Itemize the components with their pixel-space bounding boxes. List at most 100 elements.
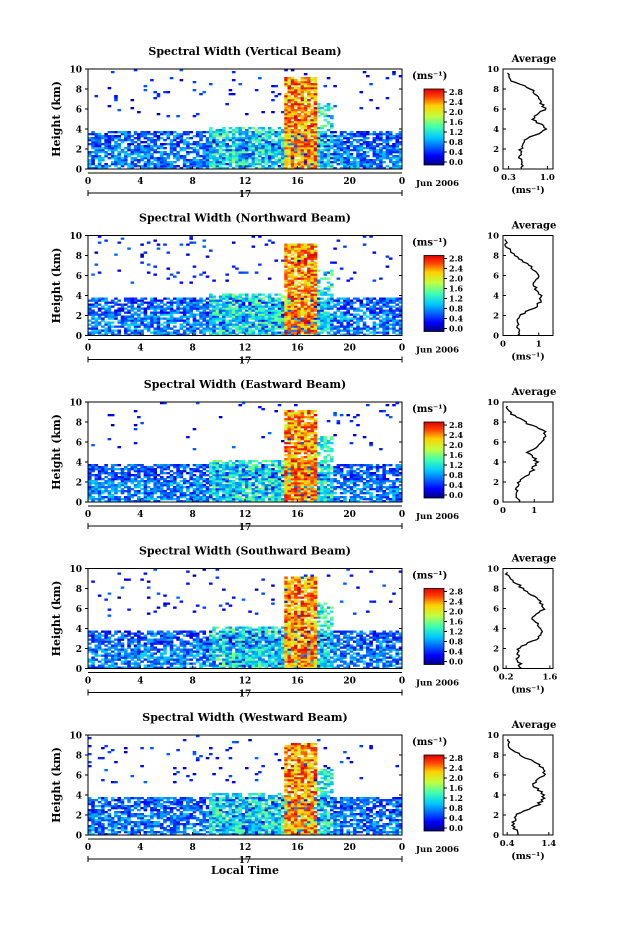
heatmap-cell	[163, 494, 167, 497]
heatmap-cell	[352, 321, 357, 324]
heatmap-cell	[97, 241, 102, 244]
heatmap-cell	[310, 309, 314, 312]
heatmap-cell	[267, 315, 272, 318]
heatmap-cell	[307, 145, 311, 148]
heatmap-cell	[375, 165, 380, 168]
heatmap-cell	[254, 301, 259, 304]
heatmap-cell	[300, 159, 305, 162]
heatmap-cell	[326, 281, 331, 284]
heatmap-cell	[284, 486, 288, 489]
heatmap-cell	[271, 147, 275, 150]
heatmap-cell	[261, 129, 265, 132]
heatmap-cell	[297, 323, 301, 326]
heatmap-cell	[192, 265, 197, 268]
heatmap-cell	[241, 141, 246, 144]
heatmap-cell	[333, 333, 337, 336]
heatmap-cell	[274, 153, 279, 156]
heatmap-cell	[267, 492, 272, 495]
heatmap-cell	[277, 133, 282, 136]
heatmap-cell	[156, 145, 161, 148]
heatmap-cell	[91, 163, 95, 166]
heatmap-cell	[300, 301, 305, 304]
heatmap-cell	[280, 325, 285, 328]
heatmap-cell	[150, 488, 154, 491]
heatmap-cell	[202, 91, 207, 94]
heatmap-cell	[137, 470, 141, 473]
heatmap-cell	[159, 163, 164, 166]
heatmap-cell	[215, 309, 220, 312]
heatmap-cell	[261, 466, 265, 469]
heatmap-cell	[182, 143, 187, 146]
heatmap-cell	[284, 484, 288, 487]
heatmap-cell	[372, 137, 377, 140]
heatmap-cell	[303, 125, 308, 128]
heatmap-cell	[294, 323, 298, 326]
heatmap-cell	[182, 468, 187, 471]
heatmap-cell	[310, 119, 314, 122]
heatmap-cell	[123, 159, 128, 162]
heatmap-cell	[284, 317, 288, 320]
heatmap-cell	[146, 327, 151, 330]
heatmap-cell	[94, 137, 99, 140]
heatmap-cell	[307, 331, 311, 334]
heatmap-cell	[163, 492, 167, 495]
heatmap-cell	[123, 486, 128, 489]
heatmap-cell	[280, 498, 285, 501]
colorbar-unit: (ms⁻¹)	[412, 238, 447, 249]
heatmap-cell	[287, 488, 292, 491]
heatmap-cell	[173, 321, 177, 324]
heatmap-cell	[267, 131, 272, 134]
heatmap-cell	[222, 317, 226, 320]
heatmap-cell	[107, 301, 112, 304]
heatmap-cell	[137, 111, 141, 114]
heatmap-cell	[326, 103, 331, 106]
heatmap-cell	[280, 303, 285, 306]
heatmap-cell	[392, 137, 396, 140]
heatmap-cell	[179, 480, 184, 483]
heatmap-cell	[303, 327, 308, 330]
heatmap-cell	[271, 99, 275, 102]
x-tick-label: 16	[291, 344, 304, 354]
heatmap-cell	[241, 153, 246, 156]
colorbar-tick-label: 2.4	[449, 97, 463, 107]
heatmap-cell	[88, 161, 92, 164]
heatmap-cell	[222, 490, 226, 493]
heatmap-cell	[202, 149, 207, 152]
heatmap-cell	[297, 299, 301, 302]
heatmap-cell	[163, 311, 167, 314]
heatmap-cell	[343, 315, 347, 318]
heatmap-cell	[245, 299, 249, 302]
heatmap-cell	[320, 159, 324, 162]
heatmap-cell	[254, 466, 259, 469]
heatmap-cell	[150, 478, 154, 481]
heatmap-cell	[395, 157, 400, 160]
heatmap-cell	[209, 145, 213, 148]
heatmap-cell	[133, 311, 138, 314]
heatmap-cell	[156, 161, 161, 164]
heatmap-cell	[254, 151, 259, 154]
heatmap-cell	[120, 478, 125, 481]
heatmap-cell	[186, 161, 190, 164]
heatmap-cell	[287, 327, 292, 330]
heatmap-cell	[137, 155, 141, 158]
heatmap-cell	[294, 283, 298, 286]
heatmap-cell	[339, 163, 344, 166]
heatmap-cell	[212, 464, 216, 467]
heatmap-cell	[104, 468, 108, 471]
heatmap-cell	[225, 137, 229, 140]
heatmap-cell	[280, 333, 285, 336]
heatmap-cell	[169, 480, 174, 483]
heatmap-cell	[313, 277, 318, 280]
heatmap-cell	[107, 307, 112, 310]
heatmap-cell	[176, 488, 180, 491]
heatmap-cell	[303, 307, 308, 310]
heatmap-cell	[133, 319, 138, 322]
heatmap-cell	[287, 143, 292, 146]
heatmap-cell	[179, 319, 184, 322]
heatmap-cell	[290, 167, 295, 170]
heatmap-cell	[94, 319, 99, 322]
heatmap-cell	[254, 323, 259, 326]
heatmap-cell	[366, 329, 370, 332]
heatmap-cell	[254, 145, 259, 148]
heatmap-cell	[290, 460, 295, 463]
